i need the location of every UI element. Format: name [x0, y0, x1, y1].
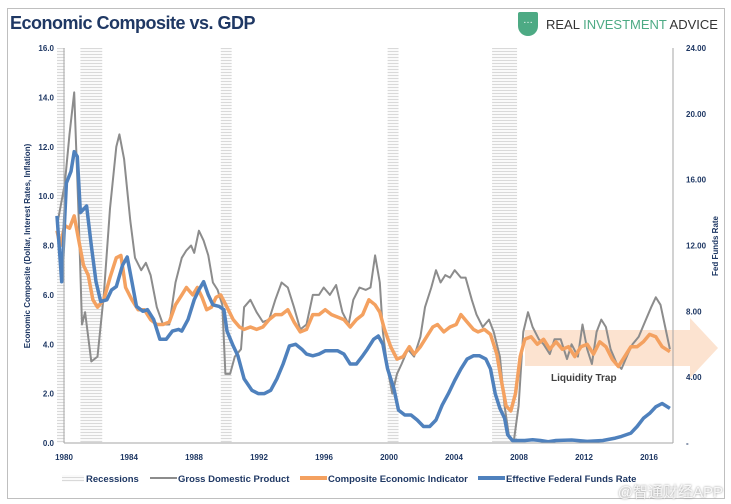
- y-tick-label-left: 0.0: [43, 439, 55, 448]
- shield-logo-icon: …: [518, 12, 538, 36]
- legend-label: Recessions: [86, 474, 139, 485]
- x-tick-label: 2016: [640, 453, 658, 462]
- x-tick-label: 2008: [510, 453, 528, 462]
- y-tick-label-left: 12.0: [38, 143, 54, 152]
- recession-band: [492, 48, 518, 443]
- recession-band: [220, 48, 232, 443]
- y-tick-label-right: -: [686, 439, 689, 448]
- x-tick-label: 1988: [185, 453, 203, 462]
- legend-swatch-recessions: [62, 475, 84, 482]
- x-tick-label: 1992: [250, 453, 268, 462]
- y-tick-label-right: 12.00: [686, 242, 707, 251]
- y-tick-label-right: 8.00: [686, 307, 702, 316]
- y-tick-label-right: 24.00: [686, 44, 707, 53]
- series-line-gross-domestic-product: [56, 91, 671, 442]
- legend: Recessions Gross Domestic Product Composit…: [62, 474, 636, 485]
- brand-logo: … REAL INVESTMENT ADVICE: [518, 12, 718, 36]
- watermark: @智通财经APP: [617, 484, 723, 501]
- recession-band: [387, 48, 399, 443]
- liquidity-trap-arrow: [525, 318, 718, 378]
- y-tick-label-left: 8.0: [43, 242, 55, 251]
- y-tick-label-left: 2.0: [43, 390, 55, 399]
- x-tick-label: 1996: [315, 453, 333, 462]
- legend-label: Gross Domestic Product: [178, 474, 290, 485]
- chart-frame: [7, 8, 725, 499]
- brand-name: REAL INVESTMENT ADVICE: [546, 16, 718, 32]
- x-tick-label: 2000: [380, 453, 398, 462]
- y-axis-left-label: Economic Composite (Dollar, Interest Rat…: [23, 143, 32, 348]
- y-tick-label-left: 14.0: [38, 93, 54, 102]
- y-tick-label-right: 16.00: [686, 176, 707, 185]
- x-tick-label: 2012: [575, 453, 593, 462]
- chart-title: Economic Composite vs. GDP: [10, 13, 256, 33]
- legend-label: Effective Federal Funds Rate: [506, 474, 636, 485]
- y-tick-label-left: 6.0: [43, 291, 55, 300]
- x-tick-label: 1980: [55, 453, 73, 462]
- liquidity-trap-label: Liquidity Trap: [551, 373, 617, 384]
- series-line-composite-economic-indicator: [55, 214, 671, 413]
- y-tick-label-left: 16.0: [38, 44, 54, 53]
- x-tick-label: 1984: [120, 453, 138, 462]
- legend-label: Composite Economic Indicator: [328, 474, 468, 485]
- y-axis-right-label: Fed Funds Rate: [711, 215, 720, 276]
- x-tick-label: 2004: [445, 453, 463, 462]
- y-tick-label-left: 4.0: [43, 340, 55, 349]
- y-tick-label-right: 4.00: [686, 373, 702, 382]
- y-tick-label-left: 10.0: [38, 192, 54, 201]
- y-tick-label-right: 20.00: [686, 110, 707, 119]
- series-line-effective-federal-funds-rate: [55, 149, 671, 444]
